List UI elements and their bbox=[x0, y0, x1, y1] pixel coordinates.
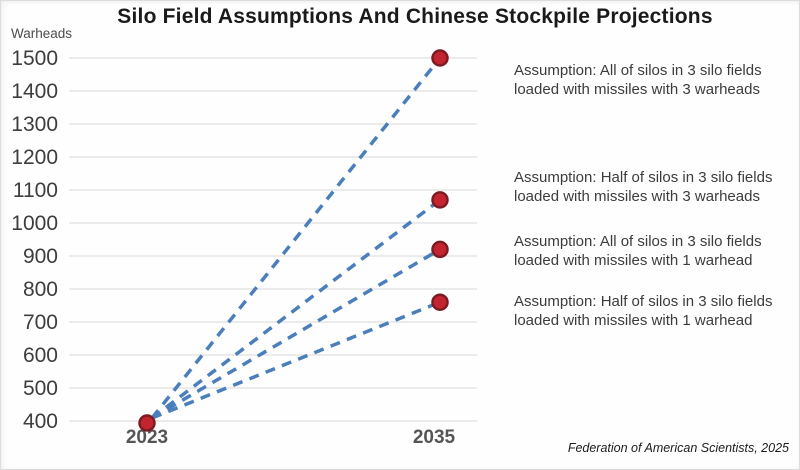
y-tick-label: 1000 bbox=[11, 212, 58, 235]
y-tick-label: 1300 bbox=[11, 113, 58, 136]
y-tick-label: 500 bbox=[23, 377, 58, 400]
x-tick-label: 2023 bbox=[126, 427, 168, 448]
y-axis-unit-label: Warheads bbox=[11, 26, 73, 41]
x-tick-label: 2035 bbox=[413, 427, 456, 448]
data-point-end bbox=[431, 49, 449, 67]
y-tick-label: 700 bbox=[23, 311, 58, 334]
projection-line bbox=[150, 56, 442, 420]
data-point-start bbox=[138, 414, 156, 432]
assumption-label-1: Assumption: All of silos in 3 silo field… bbox=[514, 62, 762, 98]
projection-line bbox=[151, 300, 441, 420]
chart-title: Silo Field Assumptions And Chinese Stock… bbox=[117, 5, 713, 28]
y-tick-label: 1100 bbox=[13, 179, 58, 202]
y-tick-label: 800 bbox=[23, 278, 58, 301]
source-attribution: Federation of American Scientists, 2025 bbox=[567, 441, 789, 455]
projection-line bbox=[150, 198, 442, 420]
assumption-label-2: Assumption: Half of silos in 3 silo fiel… bbox=[514, 169, 773, 205]
y-tick-label: 900 bbox=[23, 245, 58, 268]
assumption-label-3: Assumption: All of silos in 3 silo field… bbox=[514, 233, 762, 269]
y-tick-label: 400 bbox=[23, 410, 58, 433]
assumption-label-4: Assumption: Half of silos in 3 silo fiel… bbox=[514, 293, 773, 329]
projection-line bbox=[151, 247, 441, 420]
y-tick-label: 1200 bbox=[11, 146, 58, 169]
data-point-end bbox=[431, 191, 449, 209]
y-tick-label: 1400 bbox=[11, 80, 58, 103]
data-point-end bbox=[431, 240, 449, 259]
y-tick-label: 600 bbox=[23, 344, 58, 367]
y-tick-label: 1500 bbox=[11, 47, 58, 70]
data-point-end bbox=[431, 293, 449, 311]
